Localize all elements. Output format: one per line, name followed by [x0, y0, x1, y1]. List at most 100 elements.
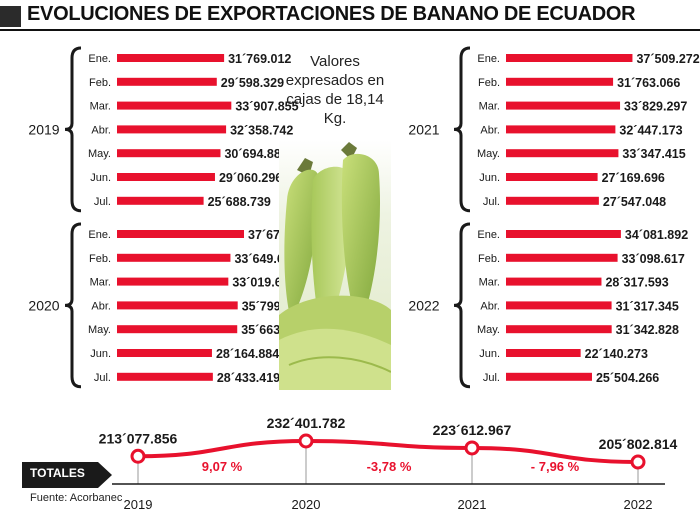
month-label: Jul.: [483, 372, 500, 384]
bar-value-label: 28´164.884: [216, 347, 279, 361]
year-label: 2020: [28, 297, 59, 313]
month-label: Feb.: [89, 77, 111, 89]
bar-value-label: 33´829.297: [624, 100, 687, 114]
bar: [506, 173, 598, 181]
year-brace: [453, 46, 471, 213]
month-label: Jun.: [90, 348, 111, 360]
year-label: 2022: [408, 297, 439, 313]
year-label: 2021: [408, 121, 439, 137]
month-label: Mar.: [90, 101, 111, 113]
bar: [506, 325, 612, 334]
bar-value-label: 25´504.266: [596, 371, 659, 385]
banana-photo: [279, 140, 391, 390]
bar: [506, 125, 616, 134]
month-label: Jul.: [94, 196, 111, 208]
bar-value-label: 31´317.345: [616, 299, 679, 313]
bar-value-label: 29´598.329: [221, 76, 284, 90]
bar: [117, 349, 212, 357]
bar: [117, 372, 213, 381]
totals-point: [130, 448, 146, 464]
bar-value-label: 30´694.883: [224, 147, 287, 161]
bar: [117, 125, 227, 134]
bar-value-label: 25´688.739: [208, 195, 271, 209]
change-label: -3,78 %: [367, 459, 412, 474]
totals-tag: [22, 462, 112, 488]
month-label: May.: [88, 148, 111, 160]
bar: [117, 149, 221, 158]
month-label: Ene.: [88, 53, 111, 65]
bar-value-label: 27´547.048: [603, 195, 666, 209]
bar: [506, 77, 614, 86]
title-rule: [0, 29, 700, 31]
totals-line: [137, 438, 639, 464]
bar: [117, 77, 217, 86]
bar-value-label: 31´342.828: [616, 323, 679, 337]
month-label: Jun.: [479, 348, 500, 360]
bar: [117, 277, 229, 286]
bar-value-label: 28´433.419: [217, 371, 280, 385]
bar: [506, 372, 592, 381]
x-tick-label: 2022: [624, 497, 653, 512]
bar: [117, 173, 215, 181]
title-marker: [0, 6, 21, 27]
bar-value-label: 33´347.415: [622, 147, 685, 161]
total-value-label: 223´612.967: [433, 422, 512, 438]
bar-value-label: 22´140.273: [585, 347, 648, 361]
bar: [117, 230, 244, 238]
totals-point: [464, 440, 480, 456]
month-label: May.: [477, 148, 500, 160]
month-label: Jul.: [483, 196, 500, 208]
bar: [506, 349, 581, 357]
monthly-bar-charts: 2019 Ene. 31´769.012 Feb. 29´598.329 Mar. 33´9…: [28, 46, 700, 389]
bar: [506, 149, 619, 158]
month-label: Jul.: [94, 372, 111, 384]
title-bar: EVOLUCIONES DE EXPORTACIONES DE BANANO D…: [0, 0, 700, 31]
bar: [117, 301, 238, 310]
bar: [506, 277, 602, 286]
month-label: May.: [477, 324, 500, 336]
month-label: Abr.: [480, 124, 500, 136]
month-label: Jun.: [479, 172, 500, 184]
bar: [117, 325, 238, 334]
bar: [506, 101, 621, 110]
month-label: Feb.: [478, 77, 500, 89]
month-label: Ene.: [88, 229, 111, 241]
bar: [506, 196, 599, 205]
year-label: 2019: [28, 121, 59, 137]
source-credit: Fuente: Acorbanec: [30, 492, 123, 504]
totals-point: [630, 454, 646, 470]
bar-panel-2022: 2022 Ene. 34´081.892 Feb. 33´098.617 Mar. 28´3…: [408, 222, 688, 389]
bar: [117, 101, 232, 110]
bar-value-label: 27´169.696: [602, 171, 665, 185]
month-label: May.: [88, 324, 111, 336]
totals-label: TOTALES: [30, 466, 85, 480]
month-label: Mar.: [479, 101, 500, 113]
x-tick-label: 2021: [458, 497, 487, 512]
month-label: Mar.: [479, 277, 500, 289]
month-label: Mar.: [90, 277, 111, 289]
bar: [117, 54, 225, 62]
month-label: Jun.: [90, 172, 111, 184]
bar-value-label: 33´907.855: [235, 100, 298, 114]
change-label: - 7,96 %: [531, 459, 580, 474]
bar-panel-2021: 2021 Ene. 37´509.272 Feb. 31´763.066 Mar. 33´8…: [408, 46, 700, 213]
bar-value-label: 34´081.892: [625, 228, 688, 242]
bar-value-label: 28´317.593: [605, 276, 668, 290]
bar-value-label: 31´769.012: [228, 52, 291, 66]
bar: [117, 196, 204, 205]
bar-value-label: 32´358.742: [230, 123, 293, 137]
bar-value-label: 29´060.296: [219, 171, 282, 185]
total-value-label: 205´802.814: [599, 436, 678, 452]
bar: [506, 253, 618, 262]
bar-panel-2019: 2019 Ene. 31´769.012 Feb. 29´598.329 Mar. 33´9…: [28, 46, 299, 213]
month-label: Feb.: [478, 253, 500, 265]
month-label: Abr.: [480, 300, 500, 312]
total-value-label: 213´077.856: [99, 430, 178, 446]
x-tick-label: 2019: [124, 497, 153, 512]
year-brace: [64, 222, 82, 389]
total-value-label: 232´401.782: [267, 415, 346, 431]
month-label: Ene.: [477, 229, 500, 241]
bar-value-label: 31´763.066: [617, 76, 680, 90]
year-brace: [453, 222, 471, 389]
